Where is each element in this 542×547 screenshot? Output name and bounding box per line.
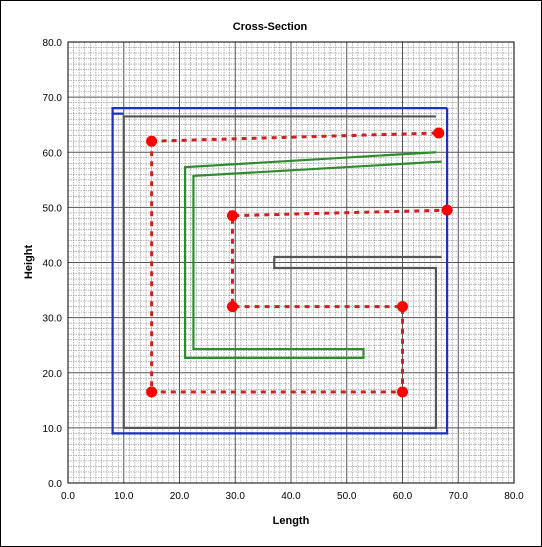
- y-tick-label: 40.0: [43, 259, 63, 270]
- y-tick-label: 70.0: [43, 93, 63, 104]
- x-tick-label: 30.0: [226, 491, 246, 502]
- series-line-5: [151, 131, 439, 143]
- data-point-marker: [226, 210, 238, 222]
- y-tick-label: 80.0: [43, 38, 63, 49]
- y-tick-labels: 0.0 10.0 20.0 30.0 40.0 50.0 60.0 70.0 80.0: [43, 38, 63, 490]
- y-axis-label: Height: [23, 245, 35, 280]
- x-tick-label: 80.0: [504, 491, 524, 502]
- data-point-marker: [397, 301, 408, 313]
- data-point-marker: [397, 386, 408, 398]
- x-tick-label: 50.0: [337, 491, 357, 502]
- series-line-3: [122, 115, 442, 429]
- y-tick-label: 0.0: [48, 479, 62, 490]
- data-point-marker: [146, 386, 158, 398]
- marker-layer: [146, 127, 453, 398]
- y-tick-label: 60.0: [43, 148, 63, 159]
- x-tick-label: 70.0: [449, 491, 469, 502]
- y-tick-label: 50.0: [43, 203, 63, 214]
- chart-title: Cross-Section: [233, 21, 308, 33]
- x-tick-labels: 0.0 10.0 20.0 30.0 40.0 50.0 60.0 70.0 80.0: [61, 491, 524, 502]
- x-tick-label: 40.0: [281, 491, 301, 502]
- data-point-marker: [146, 135, 158, 147]
- x-tick-label: 10.0: [114, 491, 134, 502]
- x-axis-label: Length: [273, 515, 310, 527]
- data-point-marker: [441, 204, 453, 216]
- x-tick-label: 60.0: [393, 491, 413, 502]
- data-point-marker: [226, 301, 238, 313]
- plot-area: [67, 41, 515, 484]
- series-line-1: [111, 107, 449, 435]
- y-tick-label: 10.0: [43, 424, 63, 435]
- x-tick-label: 0.0: [61, 491, 75, 502]
- x-tick-label: 20.0: [170, 491, 190, 502]
- series-line-4: [183, 151, 442, 359]
- data-point-marker: [433, 127, 445, 139]
- y-tick-label: 30.0: [43, 314, 63, 325]
- y-tick-label: 20.0: [43, 369, 63, 380]
